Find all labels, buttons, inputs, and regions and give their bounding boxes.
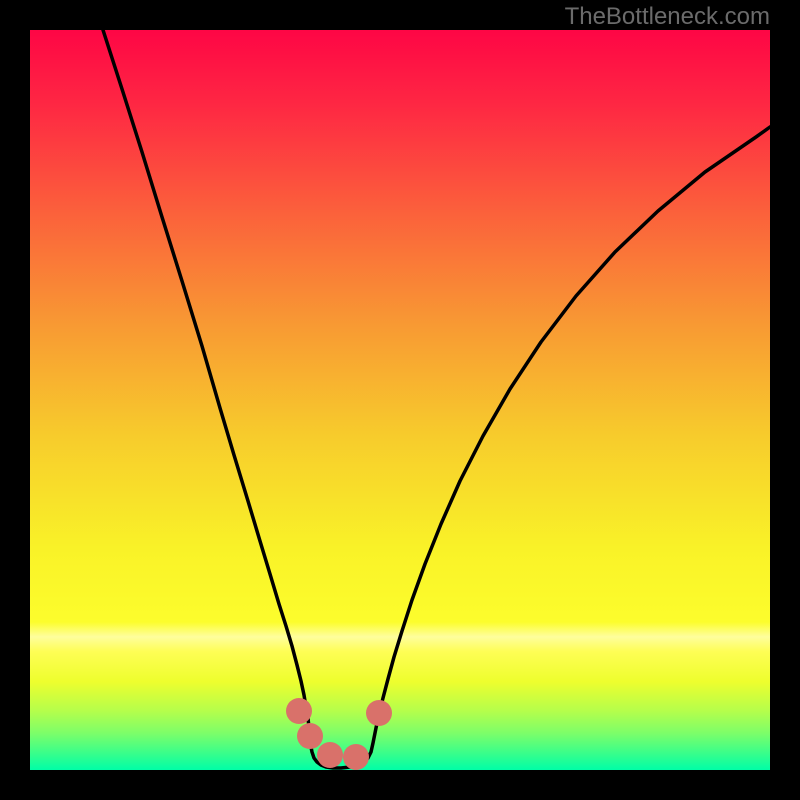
bottleneck-curve [30,30,770,770]
highlight-marker [317,742,343,768]
chart-frame: TheBottleneck.com [0,0,800,800]
plot-area [30,30,770,770]
highlight-marker [343,744,369,770]
highlight-marker [297,723,323,749]
watermark-text: TheBottleneck.com [565,3,770,31]
highlight-marker [286,698,312,724]
